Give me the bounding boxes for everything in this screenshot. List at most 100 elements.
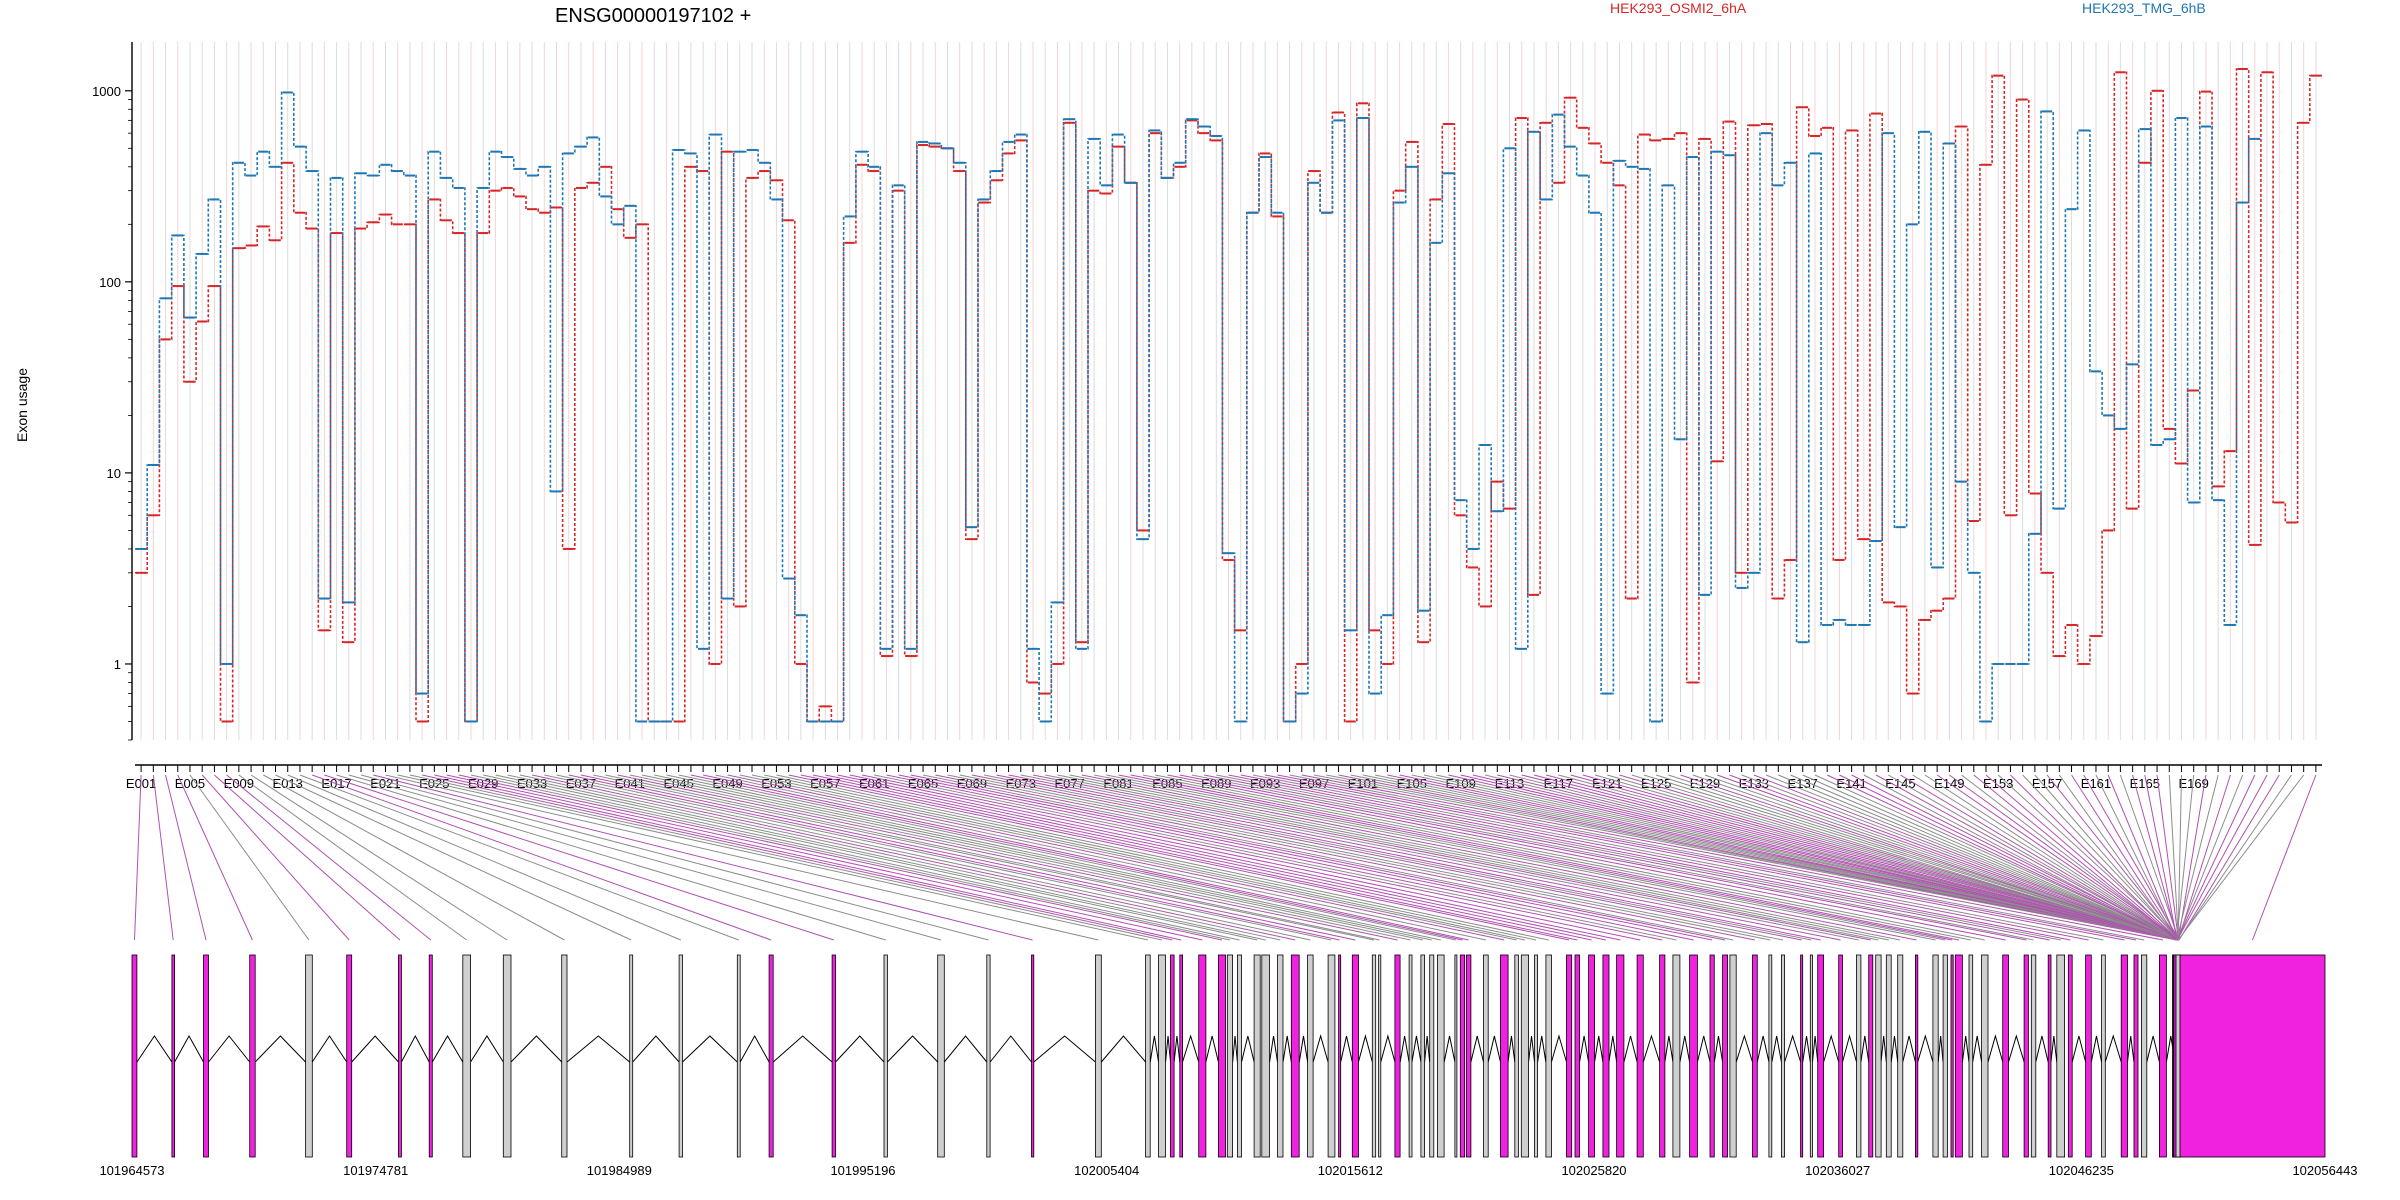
intron-line bbox=[1735, 1034, 1753, 1063]
intron-line bbox=[1033, 1035, 1096, 1063]
connector-line bbox=[1839, 774, 2179, 941]
intron-line bbox=[1100, 1035, 1146, 1063]
intron-line bbox=[1890, 1035, 1899, 1063]
x-tick-label: E085 bbox=[1152, 776, 1182, 791]
genomic-label: 102015612 bbox=[1318, 1163, 1383, 1178]
connector-line bbox=[1655, 774, 2179, 941]
y-axis-label: Exon usage bbox=[14, 368, 30, 442]
connector-line bbox=[2034, 774, 2179, 941]
x-tick-label: E137 bbox=[1788, 776, 1818, 791]
intron-line bbox=[1756, 1035, 1770, 1063]
x-tick-label: E081 bbox=[1103, 776, 1133, 791]
exon-box bbox=[678, 954, 683, 1158]
exon-box bbox=[1277, 954, 1284, 1158]
connector-line bbox=[275, 774, 632, 941]
exon-box bbox=[1885, 954, 1892, 1158]
exon-box bbox=[1483, 954, 1489, 1158]
intron-line bbox=[566, 1035, 630, 1063]
connector-line bbox=[874, 774, 1677, 941]
connector-line bbox=[1570, 774, 2179, 941]
connector-line bbox=[2119, 774, 2180, 941]
connector-line bbox=[1448, 774, 2178, 941]
intron-line bbox=[1205, 1035, 1219, 1063]
y-tick-label: 1 bbox=[114, 657, 121, 672]
exon-box bbox=[2120, 954, 2128, 1158]
connector-line bbox=[1692, 774, 2177, 941]
connector-line bbox=[922, 774, 1734, 941]
intron-line bbox=[1608, 1035, 1618, 1063]
exon-box bbox=[1031, 954, 1035, 1158]
connector-line bbox=[1008, 774, 1841, 941]
genomic-label: 101995196 bbox=[830, 1163, 895, 1178]
connector-line bbox=[1228, 774, 2071, 941]
connector-line bbox=[360, 774, 989, 941]
x-tick-label: E077 bbox=[1054, 776, 1084, 791]
connector-line bbox=[1032, 774, 1871, 941]
series-line-2 bbox=[135, 91, 2261, 723]
connector-line bbox=[800, 774, 1578, 941]
y-tick-label: 100 bbox=[99, 275, 121, 290]
exon-box bbox=[1170, 954, 1175, 1158]
exon-box bbox=[1218, 954, 1227, 1158]
exon-box bbox=[1545, 954, 1552, 1158]
connector-line bbox=[1045, 774, 1879, 941]
intron-line bbox=[1232, 1035, 1238, 1063]
exon-box bbox=[1897, 954, 1904, 1158]
intron-line bbox=[835, 1035, 885, 1063]
exon-box bbox=[1394, 954, 1401, 1158]
connector-line bbox=[690, 774, 1463, 941]
connector-line bbox=[1216, 774, 2061, 941]
exon-box bbox=[1768, 954, 1773, 1158]
connector-line bbox=[971, 774, 1802, 941]
exon-box bbox=[171, 954, 175, 1158]
connector-line bbox=[214, 774, 401, 941]
connector-line bbox=[678, 774, 1457, 941]
connector-line bbox=[1350, 774, 2179, 941]
intron-line bbox=[1312, 1034, 1329, 1063]
connector-line bbox=[507, 774, 1266, 941]
connector-line bbox=[2132, 774, 2179, 941]
exon-box bbox=[1868, 954, 1874, 1158]
x-tick-label: E153 bbox=[1983, 776, 2013, 791]
exon-box bbox=[2030, 954, 2037, 1158]
intron-line bbox=[887, 1035, 939, 1063]
connector-line bbox=[947, 774, 1771, 941]
genomic-coordinate-labels: 101964573 101974781 101984989 101995196 1020… bbox=[99, 1163, 2357, 1178]
legend-series-1: HEK293_OSMI2_6hA bbox=[1610, 0, 1747, 16]
intron-line bbox=[632, 1035, 680, 1063]
intron-line bbox=[2008, 1034, 2025, 1063]
exon-box bbox=[629, 954, 634, 1158]
x-tick-label: E005 bbox=[175, 776, 205, 791]
connector-line bbox=[2022, 774, 2180, 941]
connector-line bbox=[134, 774, 142, 941]
exon-box bbox=[1454, 954, 1458, 1158]
intron-line bbox=[1937, 1035, 1944, 1063]
connector-line bbox=[1961, 774, 2178, 941]
connector-line bbox=[1521, 774, 2178, 941]
connector-line bbox=[1399, 774, 2178, 941]
intron-line bbox=[1357, 1034, 1373, 1063]
connector-line bbox=[336, 774, 886, 941]
connector-line bbox=[1729, 774, 2179, 941]
connector-line bbox=[2058, 774, 2178, 941]
connector-line bbox=[739, 774, 1517, 941]
intron-line bbox=[1165, 1035, 1172, 1063]
connector-line bbox=[1936, 774, 2179, 941]
connector-line bbox=[1069, 774, 1901, 941]
connector-line bbox=[348, 774, 942, 941]
intron-line bbox=[351, 1035, 399, 1063]
exon-box bbox=[131, 954, 138, 1158]
intron-line bbox=[1298, 1035, 1309, 1063]
y-axis: 1 10 100 1000 bbox=[92, 42, 133, 741]
connector-line bbox=[1191, 774, 2034, 941]
exon-box bbox=[305, 954, 313, 1158]
intron-line bbox=[1443, 1035, 1456, 1063]
exon-box bbox=[203, 954, 209, 1158]
genomic-label: 101974781 bbox=[343, 1163, 408, 1178]
intron-line bbox=[1399, 1035, 1410, 1063]
connector-line bbox=[2177, 774, 2305, 941]
intron-line bbox=[311, 1035, 348, 1063]
connector-line bbox=[287, 774, 681, 941]
intron-line bbox=[1679, 1035, 1691, 1063]
intron-line bbox=[682, 1035, 738, 1063]
